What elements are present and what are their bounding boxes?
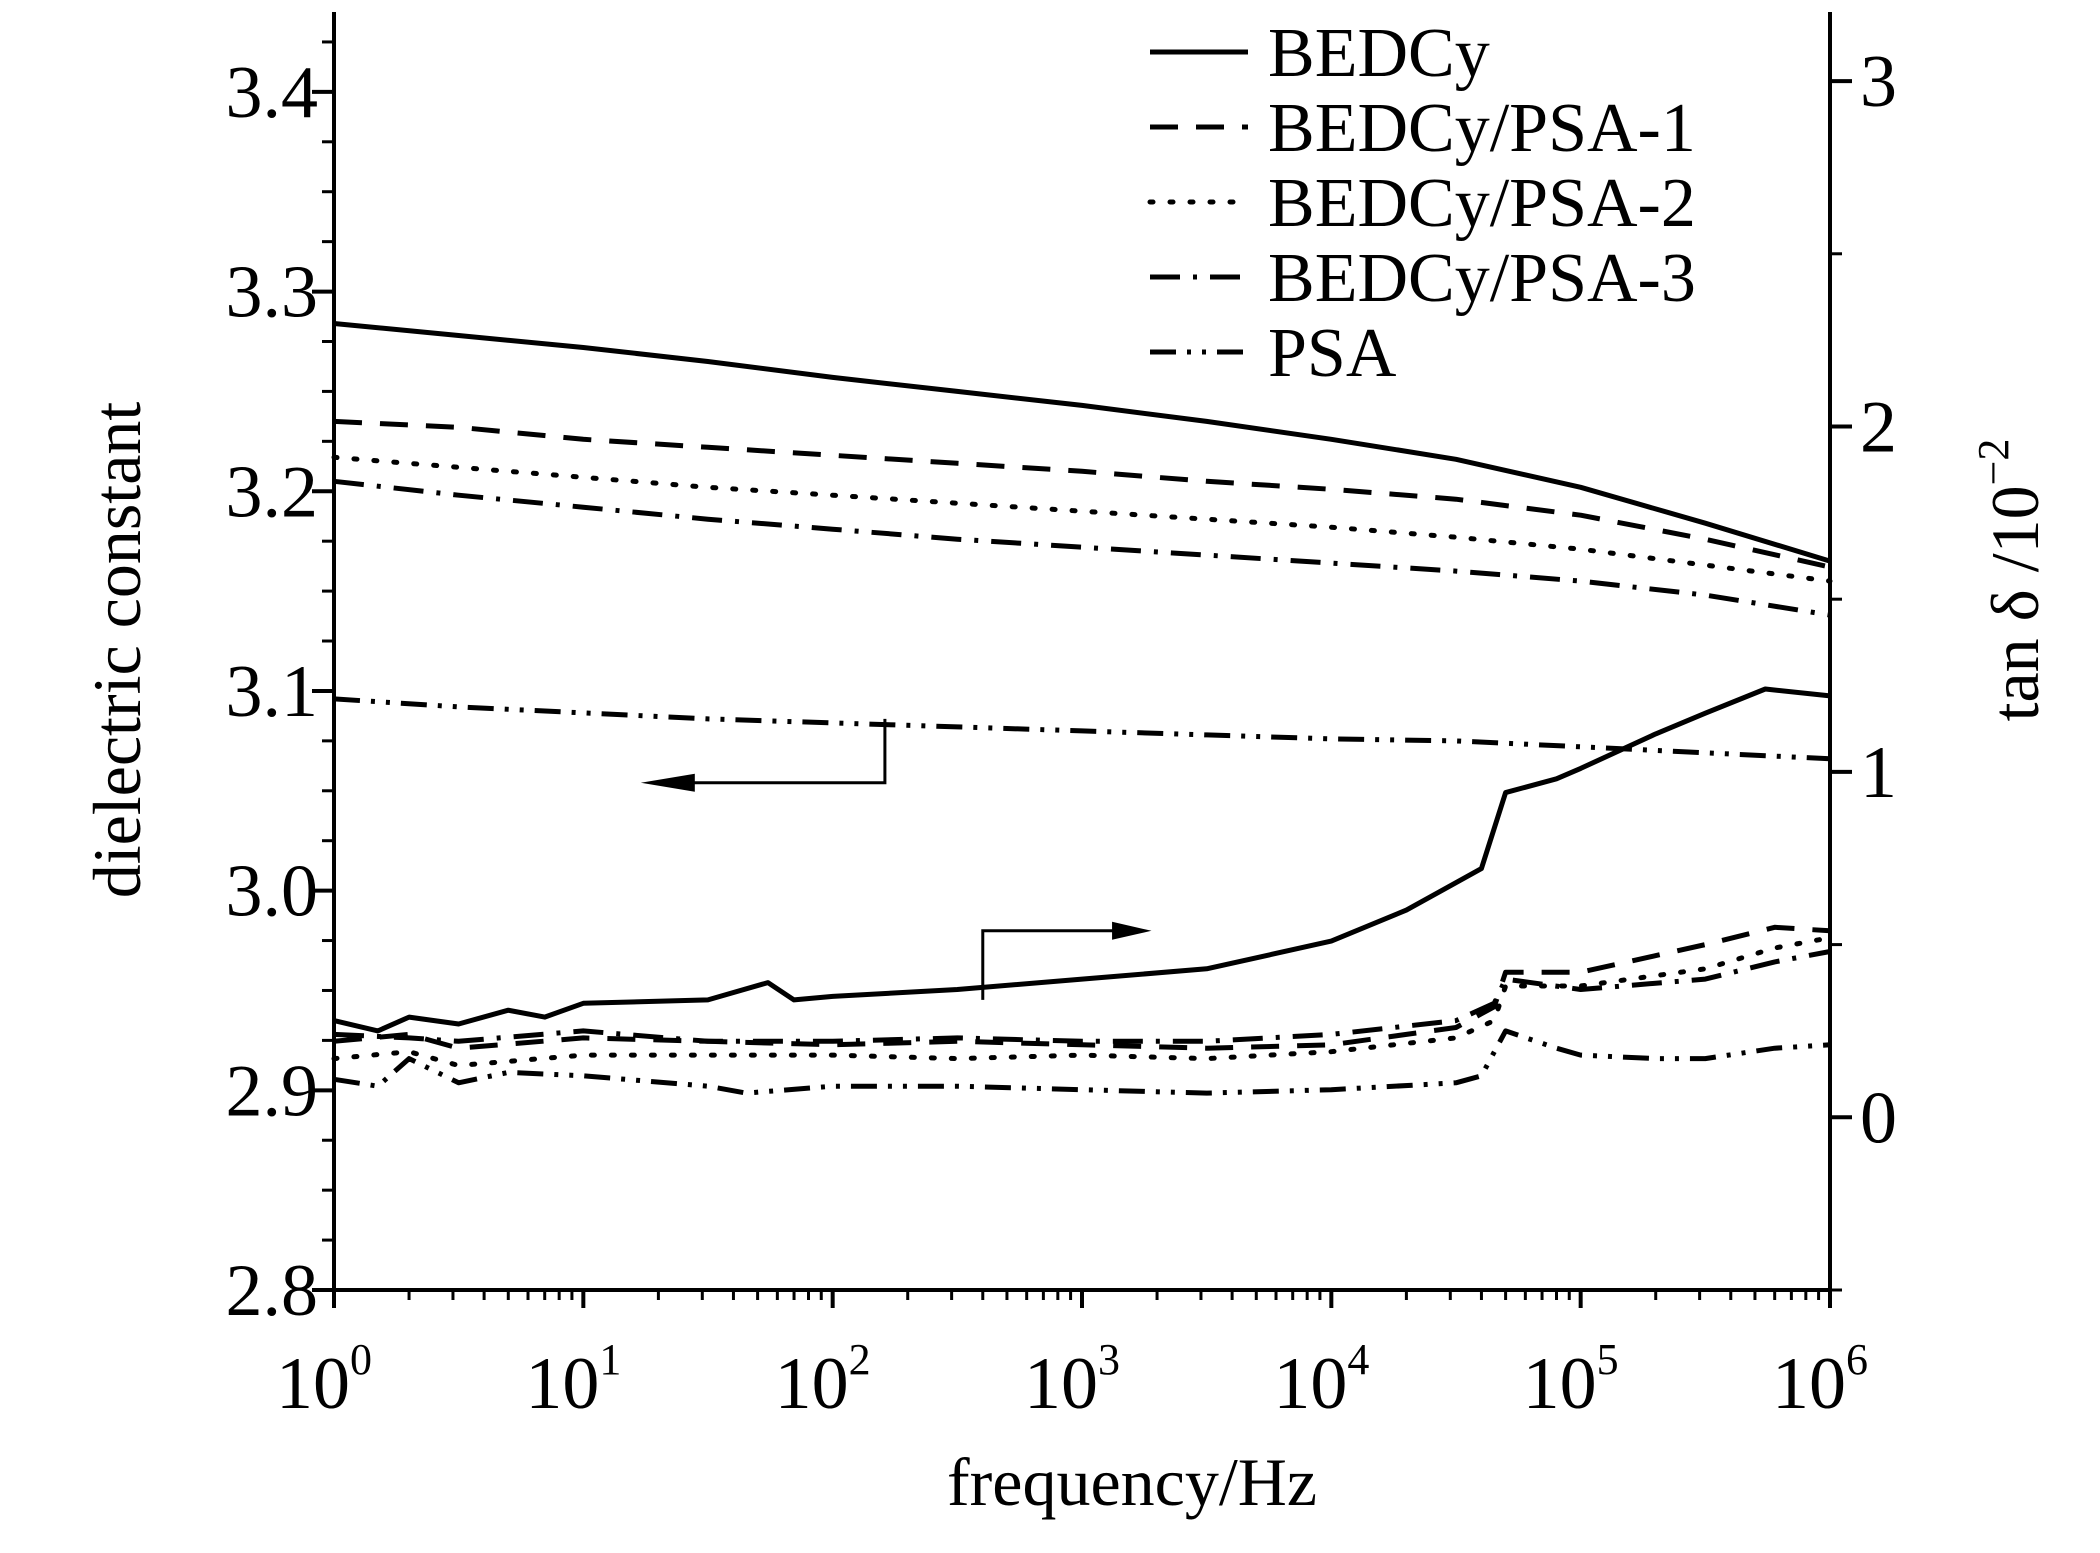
x-tick-label: 101: [525, 1335, 621, 1425]
series-line-right-5: [333, 1028, 1831, 1096]
series-line-left-2: [333, 418, 1831, 570]
y-left-tick-label: 2.9: [226, 1050, 319, 1132]
legend-label-5: PSA: [1268, 315, 1397, 392]
y-left-tick-label: 3.0: [226, 851, 319, 933]
x-tick-label: 105: [1523, 1335, 1619, 1425]
x-tick-label: 102: [775, 1335, 871, 1425]
arrow-to-left-axis: [678, 718, 887, 785]
legend-label-2: BEDCy/PSA-1: [1268, 90, 1696, 167]
legend-label-1: BEDCy: [1268, 15, 1490, 92]
series-line-left-1: [333, 321, 1831, 564]
series-line-left-5: [333, 696, 1831, 762]
y-right-tick-label: 2: [1860, 386, 1897, 468]
legend-label-3: BEDCy/PSA-2: [1268, 165, 1696, 242]
y-right-axis-title: tan δ /10−2: [1969, 439, 2053, 722]
y-left-axis-title: dielectric constant: [79, 402, 155, 899]
legend: BEDCyBEDCy/PSA-1BEDCy/PSA-2BEDCy/PSA-3PS…: [1147, 15, 1696, 392]
y-right-tick-label: 1: [1860, 732, 1897, 814]
series-line-right-3: [331, 935, 1833, 1068]
series-line-left-3: [331, 454, 1833, 584]
y-right-tick-label: 3: [1860, 41, 1897, 123]
y-left-tick-label: 2.8: [226, 1250, 319, 1332]
legend-label-4: BEDCy/PSA-3: [1268, 240, 1696, 317]
axes-layer: 100 101 102 103 104 105 1062.82.93.03.13.23.33…: [79, 12, 2053, 1520]
y-right-tick-label: 0: [1860, 1077, 1897, 1159]
series-line-left-4: [333, 478, 1831, 618]
series-line-right-1: [333, 686, 1831, 1034]
x-tick-label: 103: [1024, 1335, 1120, 1425]
arrow-to-right-axis: [981, 929, 1119, 1000]
series-line-right-2: [333, 924, 1831, 1051]
annotation-layer: [640, 718, 1152, 1000]
arrow-head-right: [1112, 921, 1152, 940]
x-tick-label: 104: [1273, 1335, 1369, 1425]
y-left-tick-label: 3.3: [226, 252, 319, 334]
arrow-head-left: [640, 773, 695, 792]
y-left-tick-label: 3.4: [226, 52, 319, 134]
x-tick-label: 100: [276, 1335, 372, 1425]
x-tick-label: 106: [1772, 1335, 1868, 1425]
y-left-tick-label: 3.2: [226, 451, 319, 533]
x-axis-title: frequency/Hz: [947, 1444, 1317, 1520]
series-line-right-4: [333, 949, 1831, 1044]
series-layer: [331, 321, 1833, 1096]
y-left-tick-label: 3.1: [226, 651, 319, 733]
